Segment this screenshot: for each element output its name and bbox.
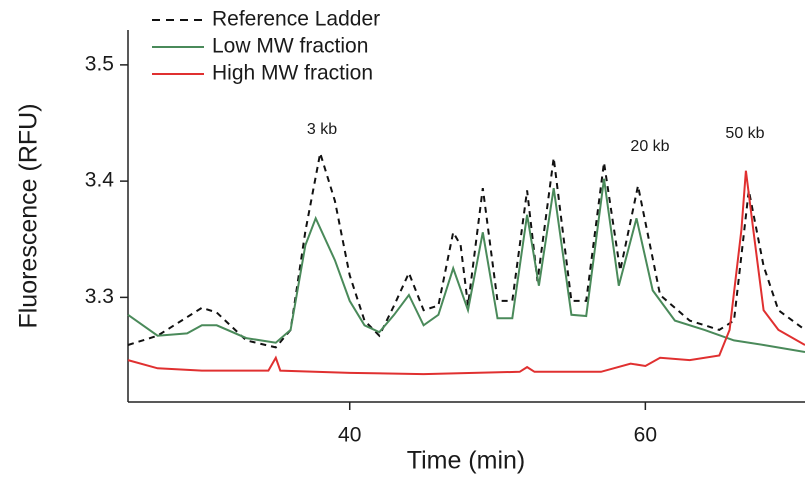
x-tick-label: 40 — [338, 424, 361, 447]
x-tick-label: 60 — [634, 424, 657, 447]
annotation: 3 kb — [307, 121, 337, 138]
y-axis-title: Fluorescence (RFU) — [15, 103, 43, 328]
y-tick-label: 3.5 — [85, 52, 114, 75]
y-tick-label: 3.3 — [85, 285, 114, 308]
legend-label: High MW fraction — [212, 62, 373, 85]
y-tick-label: 3.4 — [85, 169, 115, 192]
legend-label: Low MW fraction — [212, 35, 368, 58]
series-line — [127, 152, 805, 349]
legend-label: Reference Ladder — [212, 8, 380, 31]
series-line — [127, 170, 805, 376]
annotation: 20 kb — [630, 138, 669, 155]
x-axis-title: Time (min) — [407, 447, 526, 475]
annotation: 50 kb — [725, 125, 764, 142]
series-line — [127, 178, 805, 353]
